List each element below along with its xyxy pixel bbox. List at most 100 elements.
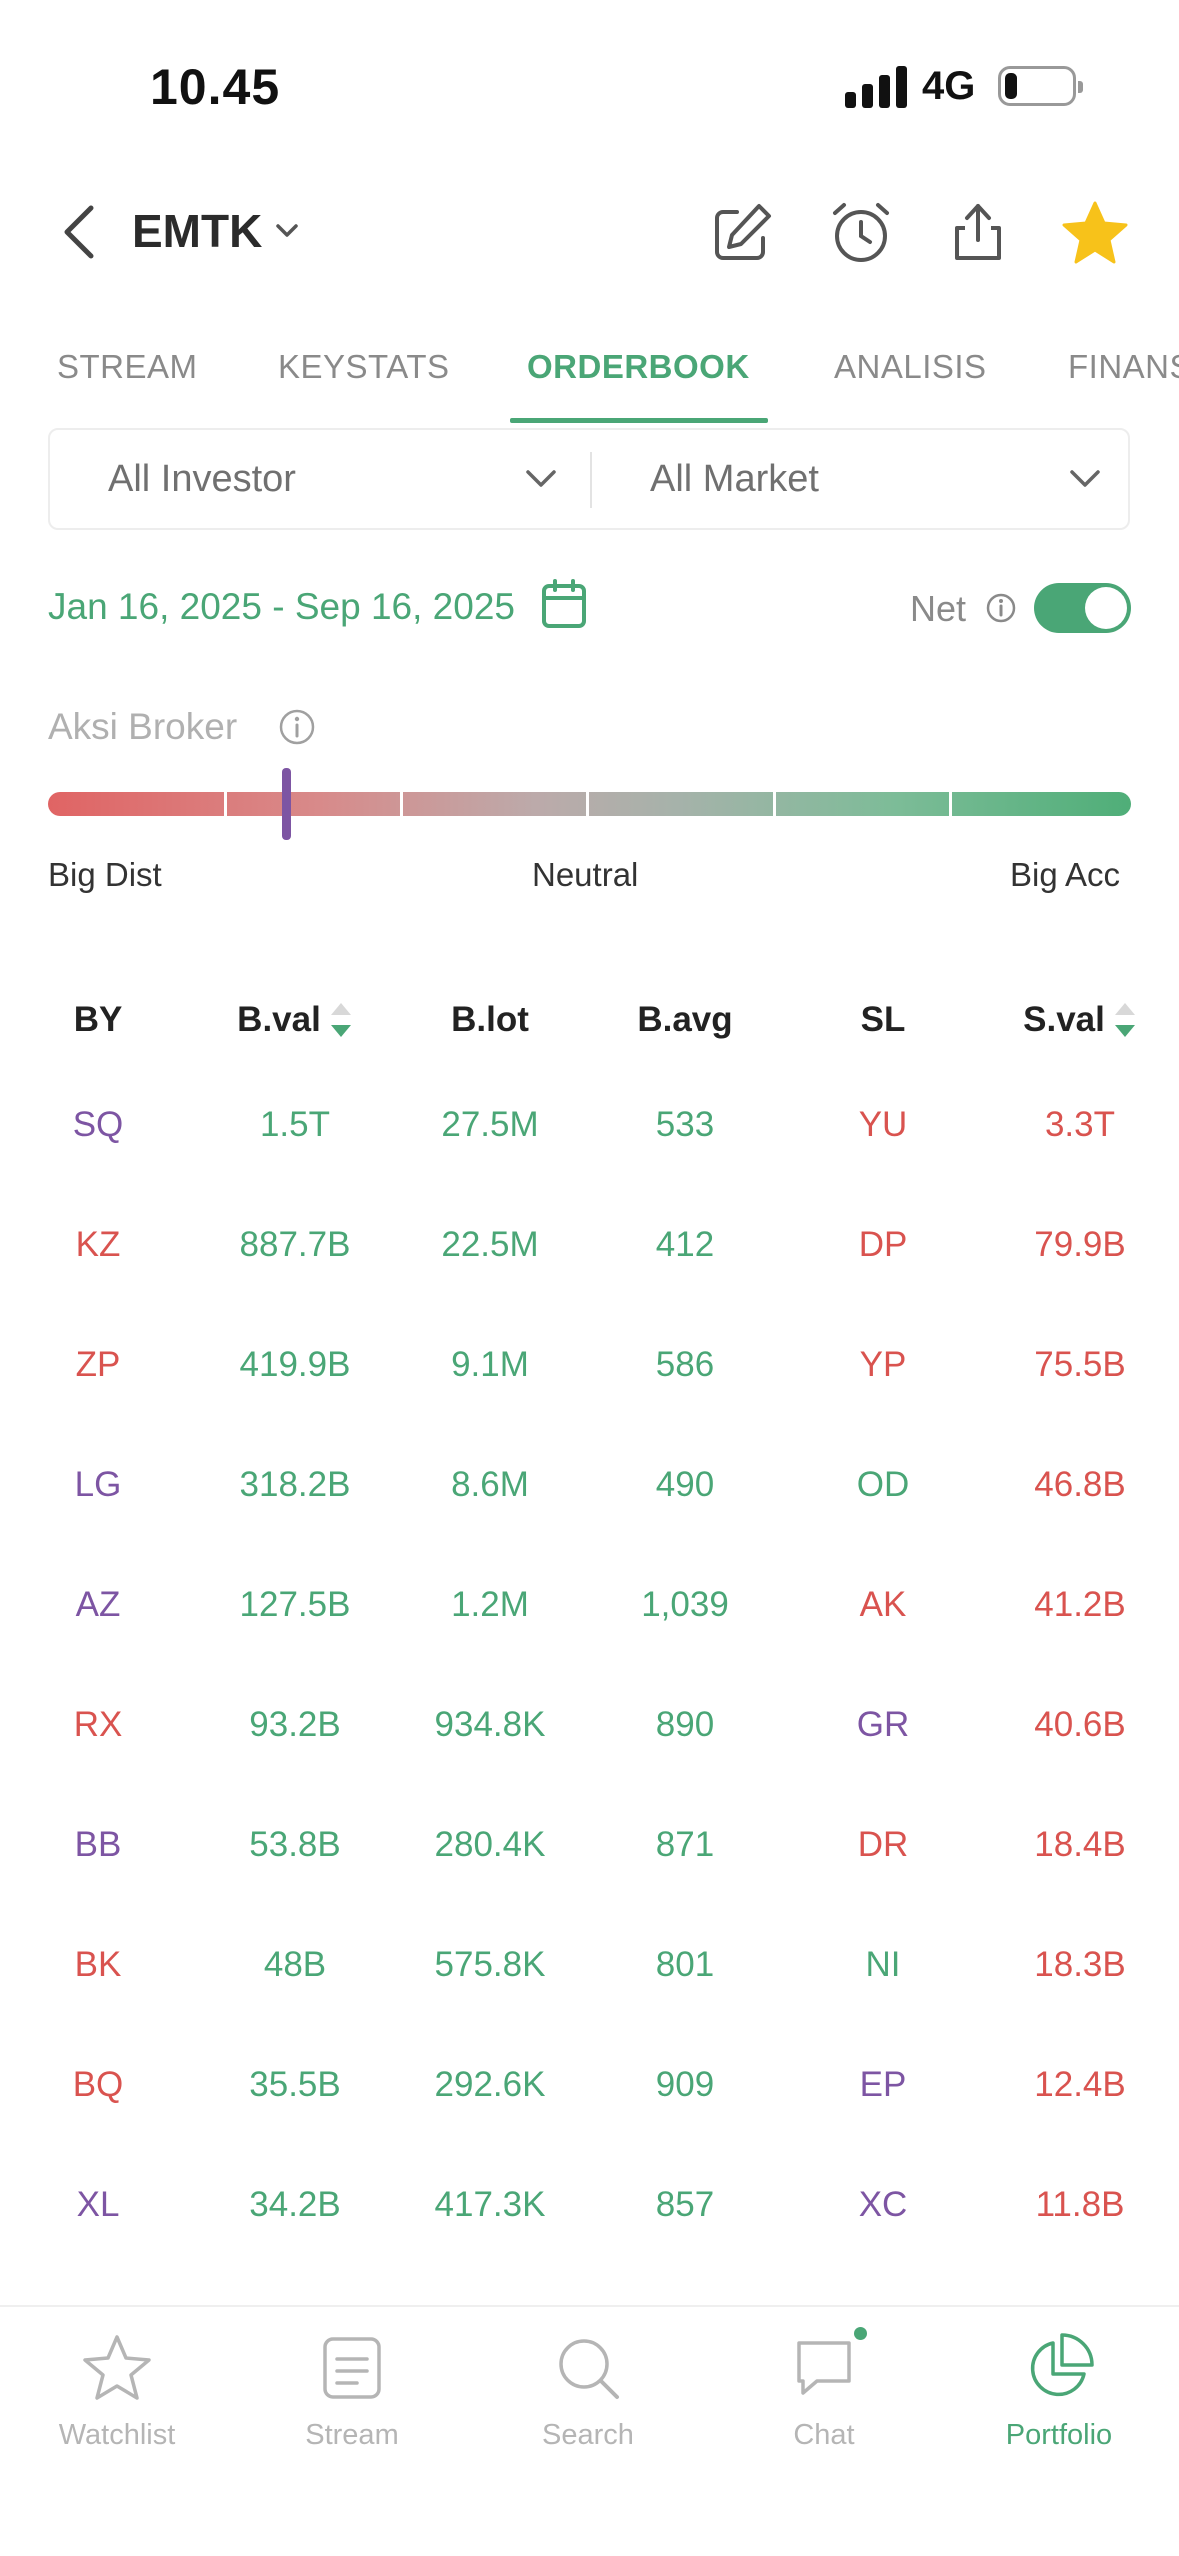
chat-notification-badge bbox=[854, 2327, 867, 2340]
filter-divider bbox=[590, 452, 592, 508]
cell-bval: 1.5T bbox=[259, 1105, 331, 1144]
share-icon[interactable] bbox=[943, 198, 1013, 268]
nav-label: Search bbox=[542, 2419, 634, 2451]
cell-blot: 280.4K bbox=[434, 1825, 546, 1864]
cell-sl[interactable]: XC bbox=[858, 2185, 908, 2224]
ticker-selector[interactable]: EMTK bbox=[132, 204, 300, 258]
cell-by[interactable]: RX bbox=[73, 1705, 123, 1744]
cell-by[interactable]: BQ bbox=[72, 2065, 124, 2104]
cell-bavg: 586 bbox=[655, 1345, 715, 1384]
tab-stream[interactable]: STREAM bbox=[57, 348, 198, 385]
ticker-label: EMTK bbox=[132, 205, 263, 257]
gauge-label-right: Big Acc bbox=[1010, 856, 1121, 893]
cell-sval: 41.2B bbox=[1034, 1585, 1126, 1624]
table-row[interactable]: AZ 127.5B 1.2M 1,039 AK 41.2B bbox=[0, 1545, 1179, 1665]
cell-by[interactable]: XL bbox=[76, 2185, 120, 2224]
cell-bavg: 801 bbox=[655, 1945, 715, 1984]
cell-by[interactable]: BB bbox=[74, 1825, 122, 1864]
tab-analisis[interactable]: ANALISIS bbox=[834, 348, 987, 385]
cell-by[interactable]: KZ bbox=[75, 1225, 121, 1264]
table-row[interactable]: SQ 1.5T 27.5M 533 YU 3.3T bbox=[0, 1065, 1179, 1185]
cell-sl[interactable]: NI bbox=[865, 1945, 901, 1984]
cell-sval: 11.8B bbox=[1035, 2185, 1125, 2224]
date-range[interactable]: Jan 16, 2025 - Sep 16, 2025 bbox=[48, 586, 515, 627]
cell-bval: 127.5B bbox=[239, 1585, 351, 1624]
bottom-navigation: Watchlist Stream Search Chat Portfolio bbox=[0, 2305, 1179, 2556]
back-icon[interactable] bbox=[55, 202, 105, 262]
investor-value: All Investor bbox=[108, 457, 296, 500]
cell-sl[interactable]: GR bbox=[856, 1705, 910, 1744]
cell-sl[interactable]: EP bbox=[859, 2065, 907, 2104]
cell-sl[interactable]: AK bbox=[859, 1585, 907, 1624]
table-row[interactable]: BB 53.8B 280.4K 871 DR 18.4B bbox=[0, 1785, 1179, 1905]
table-row[interactable]: BQ 35.5B 292.6K 909 EP 12.4B bbox=[0, 2025, 1179, 2145]
active-tab-indicator bbox=[510, 418, 768, 423]
cell-by[interactable]: LG bbox=[74, 1465, 122, 1504]
cell-bavg: 909 bbox=[655, 2065, 715, 2104]
col-header-bval[interactable]: B.val bbox=[200, 975, 390, 1065]
cell-sl[interactable]: OD bbox=[856, 1465, 910, 1504]
cell-sl[interactable]: YP bbox=[859, 1345, 907, 1384]
col-header-bval-label: B.val bbox=[237, 1000, 321, 1039]
cell-bavg: 1,039 bbox=[641, 1585, 729, 1624]
info-icon[interactable] bbox=[278, 708, 316, 746]
cell-sl[interactable]: DR bbox=[857, 1825, 909, 1864]
col-header-blot: B.lot bbox=[451, 1000, 529, 1039]
favorite-star-icon[interactable] bbox=[1060, 198, 1130, 268]
table-row[interactable]: RX 93.2B 934.8K 890 GR 40.6B bbox=[0, 1665, 1179, 1785]
cell-sval: 40.6B bbox=[1034, 1705, 1126, 1744]
cell-by[interactable]: AZ bbox=[75, 1585, 121, 1624]
table-row[interactable]: KZ 887.7B 22.5M 412 DP 79.9B bbox=[0, 1185, 1179, 1305]
table-row[interactable]: LG 318.2B 8.6M 490 OD 46.8B bbox=[0, 1425, 1179, 1545]
calendar-icon[interactable] bbox=[540, 578, 588, 630]
cell-by[interactable]: ZP bbox=[75, 1345, 121, 1384]
chevron-down-icon bbox=[1070, 470, 1100, 487]
nav-stream[interactable]: Stream bbox=[252, 2307, 452, 2507]
market-dropdown[interactable]: All Market bbox=[650, 430, 1120, 528]
col-header-sval-label: S.val bbox=[1023, 1000, 1105, 1039]
col-header-by: BY bbox=[73, 1000, 123, 1039]
stream-icon bbox=[323, 2337, 381, 2399]
tab-finansial[interactable]: FINANSIAL bbox=[1068, 348, 1179, 385]
cell-bavg: 412 bbox=[655, 1225, 715, 1264]
table-row[interactable]: ZP 419.9B 9.1M 586 YP 75.5B bbox=[0, 1305, 1179, 1425]
cell-sl[interactable]: YU bbox=[858, 1105, 908, 1144]
nav-portfolio[interactable]: Portfolio bbox=[959, 2307, 1159, 2507]
investor-dropdown[interactable]: All Investor bbox=[108, 430, 578, 528]
cell-sval: 12.4B bbox=[1034, 2065, 1126, 2104]
tab-orderbook[interactable]: ORDERBOOK bbox=[527, 348, 750, 385]
table-row[interactable]: BK 48B 575.8K 801 NI 18.3B bbox=[0, 1905, 1179, 2025]
nav-chat[interactable]: Chat bbox=[724, 2307, 924, 2507]
cell-by[interactable]: BK bbox=[74, 1945, 122, 1984]
cell-sval: 3.3T bbox=[1044, 1105, 1116, 1144]
nav-label: Portfolio bbox=[1005, 2419, 1113, 2451]
cell-bavg: 890 bbox=[655, 1705, 715, 1744]
search-icon bbox=[559, 2339, 619, 2399]
cell-blot: 9.1M bbox=[451, 1345, 529, 1384]
battery-icon bbox=[998, 66, 1083, 106]
header: EMTK bbox=[0, 180, 1179, 270]
star-icon bbox=[83, 2335, 151, 2400]
chevron-down-icon bbox=[276, 224, 299, 237]
col-header-sval[interactable]: S.val bbox=[990, 975, 1170, 1065]
nav-watchlist[interactable]: Watchlist bbox=[17, 2307, 217, 2507]
sort-icon bbox=[1114, 1003, 1135, 1037]
table-row[interactable]: XL 34.2B 417.3K 857 XC 11.8B bbox=[0, 2145, 1179, 2265]
edit-icon[interactable] bbox=[707, 198, 777, 268]
cell-bval: 318.2B bbox=[239, 1465, 351, 1504]
info-icon[interactable] bbox=[985, 592, 1017, 624]
nav-search[interactable]: Search bbox=[488, 2307, 688, 2507]
tab-keystats[interactable]: KEYSTATS bbox=[278, 348, 450, 385]
cell-bavg: 533 bbox=[655, 1105, 715, 1144]
cell-sval: 46.8B bbox=[1034, 1465, 1126, 1504]
cell-sl[interactable]: DP bbox=[858, 1225, 908, 1264]
cell-by[interactable]: SQ bbox=[72, 1105, 124, 1144]
cell-sval: 18.3B bbox=[1034, 1945, 1126, 1984]
cell-blot: 575.8K bbox=[434, 1945, 546, 1984]
market-value: All Market bbox=[650, 457, 819, 500]
nav-label: Watchlist bbox=[58, 2419, 176, 2451]
cell-blot: 27.5M bbox=[441, 1105, 539, 1144]
alarm-icon[interactable] bbox=[826, 198, 896, 268]
net-toggle[interactable] bbox=[1034, 583, 1131, 633]
cell-bavg: 871 bbox=[655, 1825, 715, 1864]
